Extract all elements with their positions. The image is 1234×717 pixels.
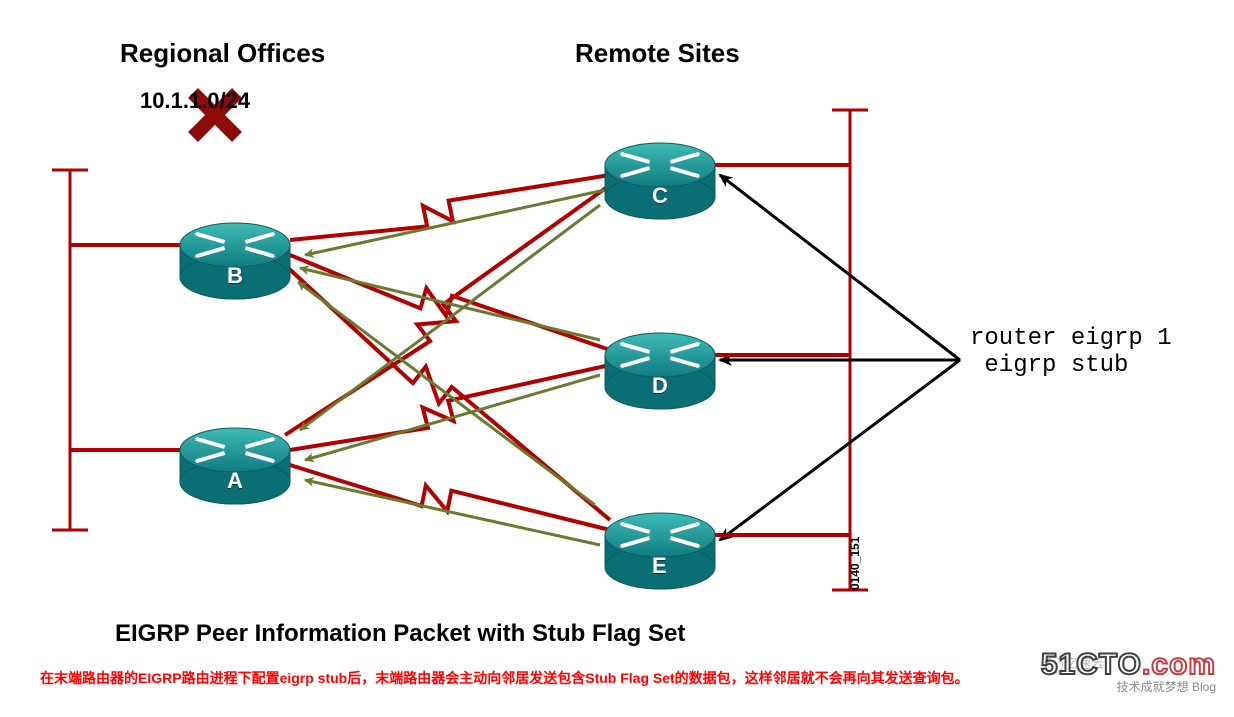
- side-label: 0140_151: [848, 537, 862, 590]
- router-label-C: C: [652, 183, 668, 209]
- caption: EIGRP Peer Information Packet with Stub …: [115, 620, 685, 648]
- callout-arrow-C: [720, 175, 960, 360]
- subnet-label: 10.1.1.0/24: [140, 88, 250, 114]
- heading-remote: Remote Sites: [575, 38, 740, 69]
- wan-link-B-C: [290, 175, 610, 240]
- router-label-A: A: [227, 468, 243, 494]
- cmd-line-2: eigrp stub: [970, 352, 1128, 379]
- heading-regional: Regional Offices: [120, 38, 325, 69]
- chinese-note: 在末端路由器的EIGRP路由进程下配置eigrp stub后，末端路由器会主动向…: [40, 668, 1200, 688]
- router-label-D: D: [652, 373, 668, 399]
- router-label-E: E: [652, 553, 667, 579]
- cmd-line-1: router eigrp 1: [970, 325, 1172, 352]
- router-label-B: B: [227, 263, 243, 289]
- wan-link-A-D: [290, 365, 610, 450]
- callout-arrow-E: [720, 360, 960, 540]
- wan-link-A-E: [290, 465, 610, 530]
- stub-packet-arrow-D-B: [300, 268, 600, 340]
